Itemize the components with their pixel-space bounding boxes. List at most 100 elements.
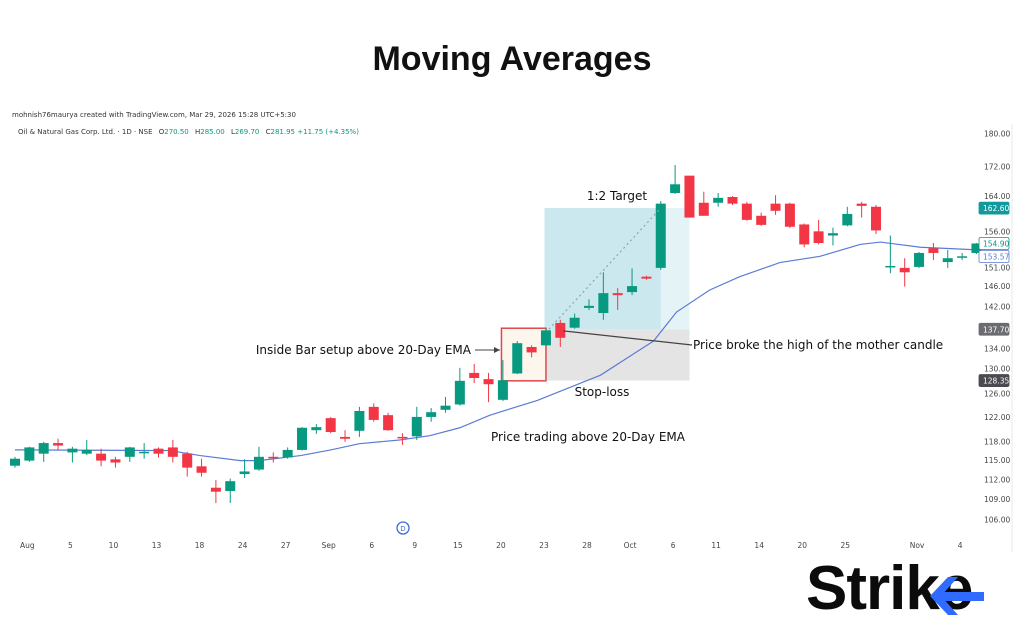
x-tick-label: 28 [582, 541, 592, 550]
candle [612, 288, 623, 310]
candle [167, 439, 178, 463]
candle-body [540, 330, 551, 346]
chart-credit: mohnish76maurya created with TradingView… [12, 111, 296, 119]
breakout-pointer-line [563, 330, 693, 346]
candle [784, 202, 795, 229]
candle-body [354, 410, 365, 431]
inside-bar-box [500, 327, 547, 382]
candle-body [96, 453, 107, 461]
candle [182, 451, 193, 477]
candle [928, 243, 939, 261]
y-tick-label: 164.00 [984, 192, 1010, 201]
y-tick-label: 151.00 [984, 263, 1010, 272]
candle-body [598, 293, 609, 314]
candle [24, 446, 35, 462]
price-label: 128.35 [983, 377, 1009, 386]
candle-body [440, 405, 451, 410]
candle-body [497, 380, 508, 400]
candle [827, 227, 838, 246]
candle-body [38, 443, 49, 454]
candle [957, 252, 968, 261]
candle-body [914, 252, 925, 267]
candle-body [727, 196, 738, 204]
candle [110, 456, 121, 468]
candle-body [784, 203, 795, 227]
candle [53, 438, 64, 450]
x-tick-label: 9 [412, 541, 417, 550]
price-label-box [978, 322, 1010, 336]
candle-body [210, 487, 221, 492]
price-label: 162.60 [983, 204, 1009, 213]
candle [469, 363, 480, 384]
candle [139, 443, 150, 459]
candle-body [124, 447, 135, 457]
y-tick-label: 109.00 [984, 495, 1010, 504]
x-tick-label: 15 [453, 541, 463, 550]
stop-loss-label: Stop-loss [575, 385, 630, 399]
x-tick-label: 6 [369, 541, 374, 550]
high-label: H [194, 128, 201, 136]
candle [311, 424, 322, 434]
candle [856, 201, 867, 218]
candle-body [942, 258, 953, 263]
candle-body [325, 418, 336, 433]
candle-body [827, 233, 838, 236]
y-tick-label: 180.00 [984, 130, 1010, 139]
candle [727, 196, 738, 205]
candle-body [311, 427, 322, 431]
x-tick-label: Nov [910, 541, 925, 550]
candle [225, 478, 236, 504]
x-tick-label: 10 [109, 541, 119, 550]
y-tick-label: 106.00 [984, 516, 1010, 525]
candle [368, 403, 379, 422]
candle-body [971, 243, 982, 253]
candle [81, 439, 92, 455]
candle [397, 433, 408, 445]
candle [454, 367, 465, 406]
x-tick-label: 20 [797, 541, 807, 550]
candle [914, 251, 925, 268]
x-tick-label: 13 [152, 541, 162, 550]
high-value: 285.00 [200, 128, 225, 136]
candle-body [110, 459, 121, 463]
candle-body [225, 481, 236, 492]
candle [756, 212, 767, 226]
candle [871, 204, 881, 235]
candle [698, 191, 709, 216]
candle-body [670, 184, 681, 194]
candle-body [698, 202, 709, 216]
y-tick-label: 172.00 [984, 163, 1010, 172]
candle-body [454, 380, 465, 405]
candle-body [268, 456, 279, 459]
price-label: 154.90 [983, 239, 1009, 248]
candle [268, 452, 279, 463]
candle-body [842, 213, 853, 226]
candle-body [684, 175, 695, 218]
arrow-head-icon [494, 347, 500, 353]
candle-body [569, 317, 580, 328]
candle [297, 427, 307, 451]
candle [440, 396, 451, 413]
candle [526, 345, 537, 358]
candle [153, 447, 164, 458]
low-label: L [230, 128, 235, 136]
breakout-label: Price broke the high of the mother candl… [693, 338, 943, 352]
candle-body [741, 203, 752, 220]
candle [899, 258, 910, 287]
x-tick-label: 11 [711, 541, 721, 550]
candle [741, 201, 752, 221]
candle [253, 446, 264, 471]
y-tick-label: 134.00 [984, 345, 1010, 354]
candle-body [770, 203, 781, 211]
x-tick-label: 25 [841, 541, 851, 550]
candle [641, 275, 652, 280]
candle [799, 223, 810, 248]
candle [713, 193, 724, 207]
candle-body [856, 203, 867, 206]
candle-body [655, 203, 666, 268]
dividend-marker-label: D [400, 525, 405, 533]
candle [239, 459, 250, 478]
candle-body [871, 206, 881, 231]
y-tick-label: 126.00 [984, 390, 1010, 399]
stop-loss-zone [544, 329, 690, 381]
